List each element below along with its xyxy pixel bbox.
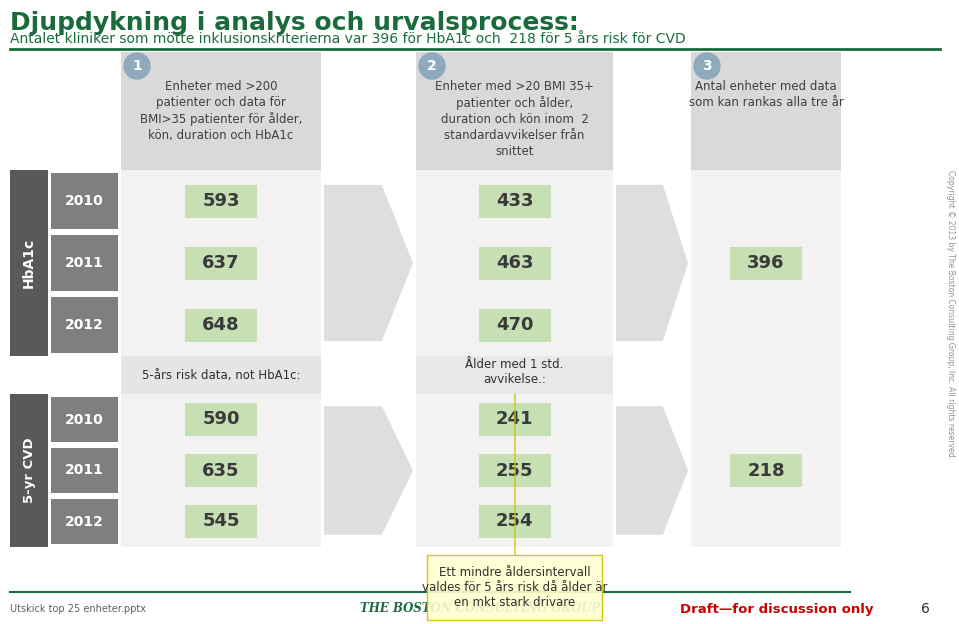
- Text: 2012: 2012: [65, 515, 104, 529]
- Text: 470: 470: [496, 316, 533, 334]
- Text: Enheter med >200
patienter och data för
BMI>35 patienter för ålder,
kön, duratio: Enheter med >200 patienter och data för …: [140, 80, 302, 142]
- Text: 5-yr CVD: 5-yr CVD: [22, 437, 35, 504]
- Circle shape: [419, 53, 445, 79]
- Text: 5-års risk data, not HbA1c:: 5-års risk data, not HbA1c:: [142, 369, 300, 381]
- Text: 2011: 2011: [65, 464, 104, 477]
- Text: 433: 433: [496, 192, 533, 210]
- Text: 218: 218: [747, 462, 784, 479]
- Text: 396: 396: [747, 254, 784, 272]
- Circle shape: [124, 53, 150, 79]
- Bar: [479, 403, 550, 436]
- Bar: [121, 170, 321, 356]
- Bar: [51, 235, 118, 291]
- Text: Enheter med >20 BMI 35+
patienter och ålder,
duration och kön inom  2
standardav: Enheter med >20 BMI 35+ patienter och ål…: [435, 80, 594, 158]
- Text: 3: 3: [702, 59, 712, 73]
- Bar: [691, 394, 841, 547]
- Bar: [479, 505, 550, 538]
- Bar: [427, 555, 602, 620]
- Bar: [185, 454, 257, 487]
- Bar: [730, 246, 802, 280]
- Text: THE BOSTON CONSULTING GROUP: THE BOSTON CONSULTING GROUP: [360, 603, 600, 615]
- Text: 2012: 2012: [65, 318, 104, 332]
- Bar: [691, 52, 841, 170]
- Bar: [691, 356, 841, 394]
- Text: 2011: 2011: [65, 256, 104, 270]
- Text: 635: 635: [202, 462, 240, 479]
- Bar: [416, 170, 613, 356]
- Bar: [51, 499, 118, 544]
- Text: 2010: 2010: [65, 194, 104, 208]
- Bar: [10, 394, 48, 547]
- Text: Antalet kliniker som mötte inklusionskriterierna var 396 för HbA1c och  218 för : Antalet kliniker som mötte inklusionskri…: [10, 32, 686, 46]
- Bar: [185, 246, 257, 280]
- Bar: [121, 394, 321, 547]
- Bar: [51, 297, 118, 353]
- Text: Ålder med 1 std.
avvikelse.:: Ålder med 1 std. avvikelse.:: [465, 358, 564, 386]
- Text: 590: 590: [202, 411, 240, 429]
- Circle shape: [694, 53, 720, 79]
- Bar: [730, 454, 802, 487]
- Bar: [185, 403, 257, 436]
- Text: 255: 255: [496, 462, 533, 479]
- Text: 241: 241: [496, 411, 533, 429]
- Text: 254: 254: [496, 512, 533, 530]
- Text: HbA1c: HbA1c: [22, 238, 36, 288]
- Text: Utskick top 25 enheter.pptx: Utskick top 25 enheter.pptx: [10, 604, 146, 614]
- Bar: [185, 308, 257, 341]
- Text: Djupdykning i analys och urvalsprocess:: Djupdykning i analys och urvalsprocess:: [10, 11, 578, 35]
- Text: 648: 648: [202, 316, 240, 334]
- Text: 463: 463: [496, 254, 533, 272]
- Bar: [479, 185, 550, 218]
- Text: Copyright © 2013 by The Boston Consulting Group, Inc. All rights reserved.: Copyright © 2013 by The Boston Consultin…: [946, 170, 954, 459]
- Polygon shape: [324, 185, 413, 341]
- Polygon shape: [616, 185, 688, 341]
- Bar: [416, 356, 613, 394]
- Bar: [691, 170, 841, 356]
- Text: Draft—for discussion only: Draft—for discussion only: [680, 603, 874, 615]
- Text: Ett mindre åldersintervall
valdes för 5 års risk då ålder är
en mkt stark drivar: Ett mindre åldersintervall valdes för 5 …: [422, 566, 607, 609]
- Bar: [416, 52, 613, 170]
- Text: 637: 637: [202, 254, 240, 272]
- Text: 593: 593: [202, 192, 240, 210]
- Text: 2: 2: [427, 59, 437, 73]
- Bar: [10, 170, 48, 356]
- Text: 6: 6: [922, 602, 930, 616]
- Polygon shape: [324, 406, 413, 535]
- Text: 1: 1: [132, 59, 142, 73]
- Bar: [51, 448, 118, 493]
- Bar: [51, 397, 118, 442]
- Text: Antal enheter med data
som kan rankas alla tre år: Antal enheter med data som kan rankas al…: [689, 80, 843, 109]
- Text: 545: 545: [202, 512, 240, 530]
- Bar: [185, 185, 257, 218]
- Bar: [479, 246, 550, 280]
- Polygon shape: [616, 406, 688, 535]
- Bar: [121, 356, 321, 394]
- Bar: [479, 454, 550, 487]
- Bar: [185, 505, 257, 538]
- Bar: [479, 308, 550, 341]
- Bar: [416, 394, 613, 547]
- Bar: [51, 173, 118, 229]
- Text: 2010: 2010: [65, 412, 104, 426]
- Bar: [121, 52, 321, 170]
